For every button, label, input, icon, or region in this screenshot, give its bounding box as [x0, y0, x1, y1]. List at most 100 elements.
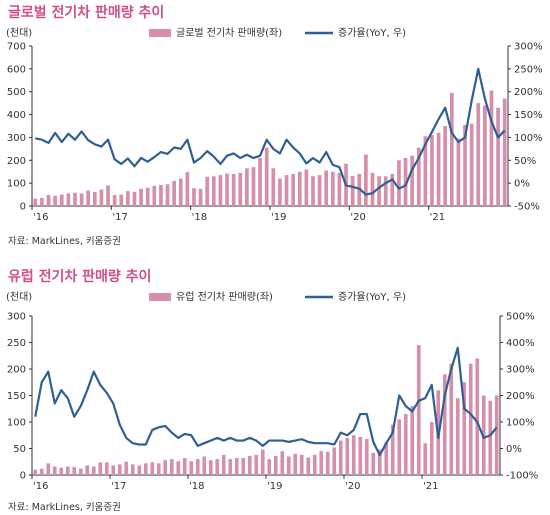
- c1-tick-label-left: 100: [7, 179, 26, 190]
- c1-bar: [178, 178, 183, 206]
- c2-legend-bar-swatch: [149, 293, 171, 301]
- c1-unit-left: (천대): [6, 27, 32, 39]
- c1-bar: [245, 168, 249, 206]
- c2-bar: [150, 462, 155, 475]
- c1-bar: [330, 171, 335, 206]
- c2-tick-label-right: 300%: [506, 365, 535, 376]
- chart1-title: 글로벌 전기차 판매량 추이: [8, 5, 165, 21]
- c2-tick-label-right: 100%: [506, 418, 535, 429]
- c1-bar: [324, 170, 329, 206]
- c2-tick-label-x: '21: [423, 481, 438, 492]
- c1-tick-label-right: 200%: [514, 87, 543, 98]
- c1-bar: [284, 175, 289, 206]
- c2-bar: [111, 465, 116, 475]
- c1-bar: [231, 174, 236, 206]
- c2-bar: [358, 436, 363, 475]
- c1-bar: [397, 160, 401, 206]
- c1-tick-label-right: 250%: [514, 64, 543, 75]
- c1-tick-label-right: 0%: [514, 179, 530, 190]
- c2-bar: [312, 454, 317, 475]
- c2-bar: [416, 345, 421, 475]
- c1-bar: [159, 184, 163, 206]
- c2-tick-label-x: '18: [189, 481, 204, 492]
- c1-bar: [469, 123, 474, 206]
- c2-bar: [176, 461, 181, 475]
- c1-series-line: [35, 67, 506, 196]
- c1-legend-line-label: 증가율(YoY, 우): [338, 27, 406, 39]
- c2-bar: [319, 451, 324, 475]
- c2-bar: [260, 449, 265, 475]
- c2-bar: [85, 465, 90, 475]
- c2-bar: [364, 438, 369, 475]
- c1-bar: [172, 180, 176, 206]
- c2-tick-label-left: 200: [7, 365, 26, 376]
- c2-bar: [273, 455, 278, 475]
- c2-bar: [371, 452, 376, 475]
- c2-tick-label-x: '19: [267, 481, 282, 492]
- c2-bar: [280, 451, 285, 475]
- c1-bar: [238, 172, 243, 206]
- c1-bar: [350, 175, 355, 206]
- c2-bar: [33, 469, 38, 475]
- c2-bar: [189, 461, 194, 475]
- c1-tick-label-x: '21: [430, 212, 445, 223]
- c1-bar: [304, 169, 309, 206]
- c2-bar: [403, 414, 408, 475]
- c2-bar: [429, 422, 434, 475]
- c1-bar: [271, 168, 276, 206]
- c1-tick-label-right: 100%: [514, 133, 543, 144]
- c1-bar: [410, 155, 414, 206]
- c1-bar: [337, 172, 342, 206]
- c1-bar: [192, 188, 196, 206]
- c1-bar: [205, 176, 210, 206]
- c2-bar: [455, 398, 460, 475]
- c1-bar: [297, 171, 302, 206]
- c2-bar: [423, 443, 428, 475]
- c1-bar: [377, 176, 381, 206]
- c1-bar: [198, 188, 203, 206]
- c1-tick-label-right: -50%: [514, 202, 540, 213]
- c2-bar: [286, 456, 291, 475]
- c2-bar: [384, 442, 389, 475]
- c1-bar: [383, 176, 388, 206]
- c1-bar: [53, 195, 57, 206]
- c1-bar: [436, 132, 441, 206]
- c1-bar: [66, 193, 71, 206]
- c2-bar: [325, 451, 330, 475]
- c2-bar: [462, 382, 467, 475]
- c2-tick-label-x: '20: [345, 481, 360, 492]
- c1-bar: [423, 136, 428, 206]
- c1-bar: [132, 191, 137, 206]
- c2-tick-label-x: '16: [33, 481, 48, 492]
- c2-bar: [124, 461, 129, 475]
- c1-bar: [483, 105, 487, 206]
- c1-bar: [73, 192, 77, 206]
- c2-bar: [228, 459, 233, 475]
- c2-bar: [442, 374, 447, 475]
- c2-bar: [345, 437, 350, 475]
- c1-bar: [79, 193, 84, 206]
- c1-bar: [40, 198, 44, 206]
- c2-bar: [332, 447, 337, 475]
- c1-bar: [370, 172, 375, 206]
- c1-bar: [99, 189, 104, 206]
- c1-tick-label-left: 300: [7, 133, 26, 144]
- chart1: (천대) 0 100 200 300 400 500 600 700 -50% 0% 50% 100% 1…: [6, 27, 543, 223]
- c1-tick-label-x: '19: [271, 212, 286, 223]
- c2-tick-label-left: 50: [13, 444, 26, 455]
- c2-bar: [494, 395, 499, 475]
- c1-bar: [112, 195, 117, 206]
- c1-bar: [139, 188, 143, 206]
- c1-tick-label-right: 50%: [514, 156, 536, 167]
- c2-bar: [299, 454, 304, 475]
- c2-bar: [78, 468, 83, 475]
- c2-bar: [449, 363, 454, 475]
- chart1-source: 자료: MarkLines, 키움증권: [8, 236, 121, 247]
- c1-tick-label-right: 150%: [514, 110, 543, 121]
- c1-bar: [152, 185, 157, 206]
- c2-bar: [215, 459, 220, 475]
- c2-bar: [59, 467, 64, 475]
- c1-bar: [496, 107, 500, 206]
- chart2-source: 자료: MarkLines, 키움증권: [8, 502, 121, 513]
- c2-bar: [475, 358, 480, 475]
